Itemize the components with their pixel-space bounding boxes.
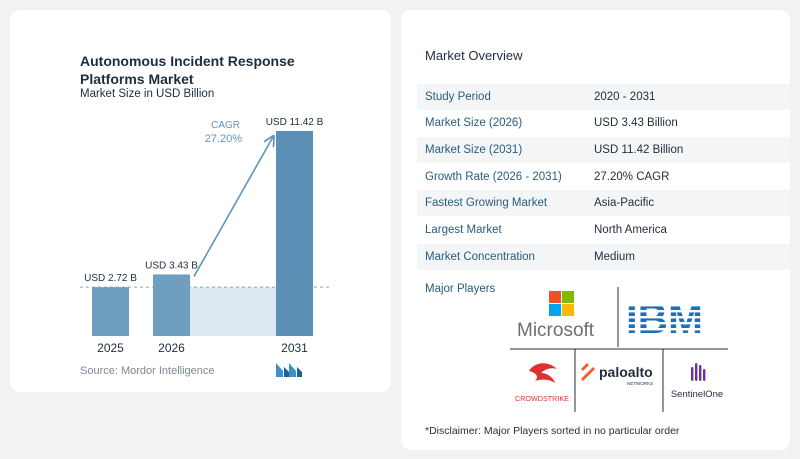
growth-band (190, 287, 276, 336)
overview-row-label: Largest Market (425, 224, 502, 236)
overview-row-market-size-2026: Market Size (2026) USD 3.43 Billion (417, 110, 790, 136)
overview-row-value: USD 3.43 Billion (594, 117, 678, 129)
disclaimer: *Disclaimer: Major Players sorted in no … (425, 425, 680, 437)
overview-title: Market Overview (425, 48, 523, 63)
overview-row-value: 27.20% CAGR (594, 171, 670, 183)
overview-row-label: Market Size (2026) (425, 117, 523, 129)
mordor-intelligence-logo-icon (276, 363, 302, 377)
cagr-label: CAGR (211, 120, 240, 131)
crowdstrike-logo: CROWDSTRIKE (511, 357, 573, 409)
sentinelone-logo-text: SentinelOne (671, 389, 723, 400)
overview-row-label: Growth Rate (2026 - 2031) (425, 171, 562, 183)
palo-alto-logo-text: paloalto (599, 364, 653, 380)
overview-row-fastest-growing: Fastest Growing Market Asia-Pacific (417, 190, 790, 216)
bar-2031 (276, 131, 313, 336)
major-players-label: Major Players (425, 283, 496, 295)
overview-row-market-size-2031: Market Size (2031) USD 11.42 Billion (417, 137, 790, 163)
ibm-logo: IBM (622, 289, 726, 345)
chart-subtitle: Market Size in USD Billion (80, 88, 215, 100)
overview-row-value: 2020 - 2031 (594, 91, 656, 103)
palo-alto-networks-logo: paloalto NETWORKS (577, 355, 661, 395)
chart-title: Autonomous Incident Response Platforms M… (80, 53, 295, 87)
crowdstrike-logo-text: CROWDSTRIKE (515, 394, 569, 403)
ibm-logo-text: IBM (626, 295, 703, 342)
x-tick-2025: 2025 (97, 341, 124, 355)
overview-row-value: Medium (594, 251, 635, 263)
overview-row-value: USD 11.42 Billion (594, 144, 684, 156)
overview-row-concentration: Market Concentration Medium (417, 244, 790, 270)
overview-row-growth-rate: Growth Rate (2026 - 2031) 27.20% CAGR (417, 164, 790, 190)
sentinelone-logo: SentinelOne (665, 357, 729, 409)
x-tick-2026: 2026 (158, 341, 185, 355)
bar-2026 (153, 274, 190, 336)
bar-2025 (92, 287, 129, 336)
bar-chart: USD 2.72 B 2025 USD 3.43 B 2026 USD 11.42 B 2… (80, 117, 330, 355)
overview-row-value: Asia-Pacific (594, 197, 655, 209)
overview-row-label: Market Size (2031) (425, 144, 523, 156)
overview-row-label: Fastest Growing Market (425, 197, 548, 209)
data-label-2026: USD 3.43 B (145, 260, 198, 271)
palo-alto-logo-subtext: NETWORKS (627, 381, 653, 386)
source-note: Source: Mordor Intelligence (80, 365, 215, 377)
data-label-2025: USD 2.72 B (84, 273, 137, 284)
logo-grid-lines (510, 287, 728, 412)
cagr-arrow (193, 137, 273, 277)
major-players-grid: Microsoft IBM CROWDSTRIKE paloalto NETWO… (505, 287, 745, 412)
overview-row-study-period: Study Period 2020 - 2031 (417, 84, 790, 110)
overview-row-value: North America (594, 224, 667, 236)
overview-row-label: Study Period (425, 91, 491, 103)
data-label-2031: USD 11.42 B (266, 117, 324, 128)
overview-row-label: Market Concentration (425, 251, 535, 263)
overview-row-largest-market: Largest Market North America (417, 217, 790, 243)
microsoft-logo-text: Microsoft (517, 320, 595, 341)
overview-card (401, 10, 790, 450)
cagr-value: 27.20% (205, 133, 243, 145)
microsoft-logo: Microsoft (515, 289, 615, 345)
x-tick-2031: 2031 (281, 341, 308, 355)
